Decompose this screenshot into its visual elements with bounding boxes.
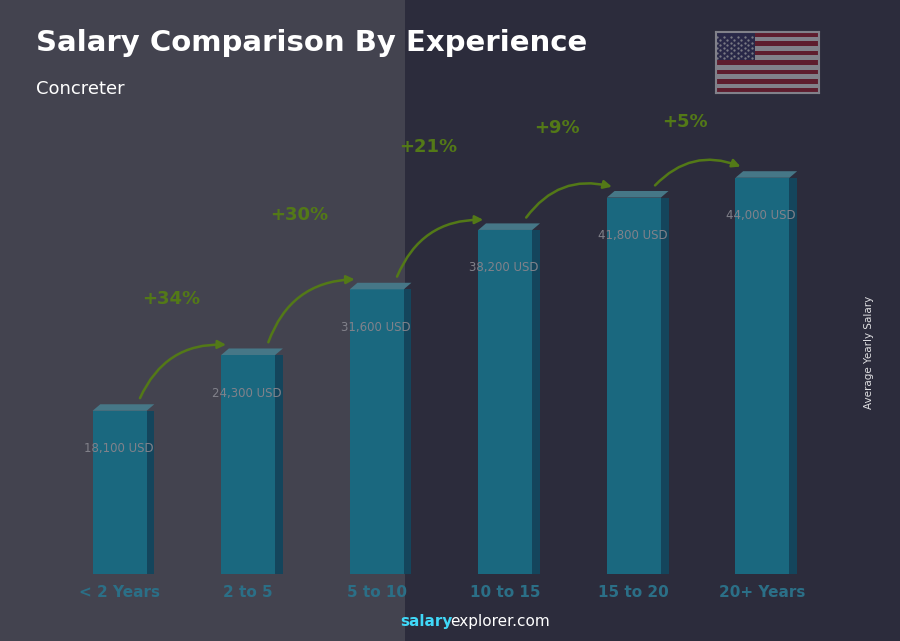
- Text: Average Yearly Salary: Average Yearly Salary: [863, 296, 874, 409]
- Text: +21%: +21%: [399, 138, 457, 156]
- Text: explorer.com: explorer.com: [450, 615, 550, 629]
- Bar: [221, 355, 275, 574]
- Bar: [532, 230, 540, 574]
- Text: 18,100 USD: 18,100 USD: [84, 442, 153, 455]
- Polygon shape: [607, 191, 669, 197]
- Text: Salary Comparison By Experience: Salary Comparison By Experience: [36, 29, 587, 57]
- Bar: [716, 79, 819, 83]
- Text: +5%: +5%: [662, 113, 708, 131]
- Polygon shape: [735, 171, 797, 178]
- Bar: [607, 197, 661, 574]
- Bar: [716, 74, 819, 79]
- Bar: [478, 230, 532, 574]
- Polygon shape: [478, 224, 540, 230]
- Text: Concreter: Concreter: [36, 80, 124, 98]
- Bar: [716, 88, 819, 93]
- Polygon shape: [350, 283, 411, 289]
- Bar: [716, 65, 819, 69]
- Bar: [93, 411, 147, 574]
- Bar: [404, 289, 411, 574]
- Text: 31,600 USD: 31,600 USD: [341, 321, 410, 334]
- Bar: [716, 32, 819, 37]
- Polygon shape: [221, 349, 283, 355]
- Bar: [147, 411, 154, 574]
- Bar: [716, 46, 819, 51]
- Bar: [661, 197, 669, 574]
- Text: 41,800 USD: 41,800 USD: [598, 229, 668, 242]
- Bar: [716, 60, 819, 65]
- Bar: [716, 83, 819, 88]
- Text: +9%: +9%: [534, 119, 580, 137]
- Bar: [716, 32, 755, 60]
- Bar: [735, 178, 789, 574]
- Bar: [275, 355, 283, 574]
- Text: +30%: +30%: [271, 206, 328, 224]
- Bar: [716, 56, 819, 60]
- Bar: [716, 42, 819, 46]
- Text: 24,300 USD: 24,300 USD: [212, 387, 282, 399]
- Polygon shape: [93, 404, 154, 411]
- Bar: [789, 178, 797, 574]
- Bar: [350, 289, 404, 574]
- Text: salary: salary: [400, 615, 453, 629]
- Text: 44,000 USD: 44,000 USD: [726, 209, 796, 222]
- Text: 38,200 USD: 38,200 USD: [469, 262, 539, 274]
- Bar: [716, 69, 819, 74]
- Text: +34%: +34%: [142, 290, 200, 308]
- Bar: [716, 37, 819, 42]
- Bar: [716, 51, 819, 56]
